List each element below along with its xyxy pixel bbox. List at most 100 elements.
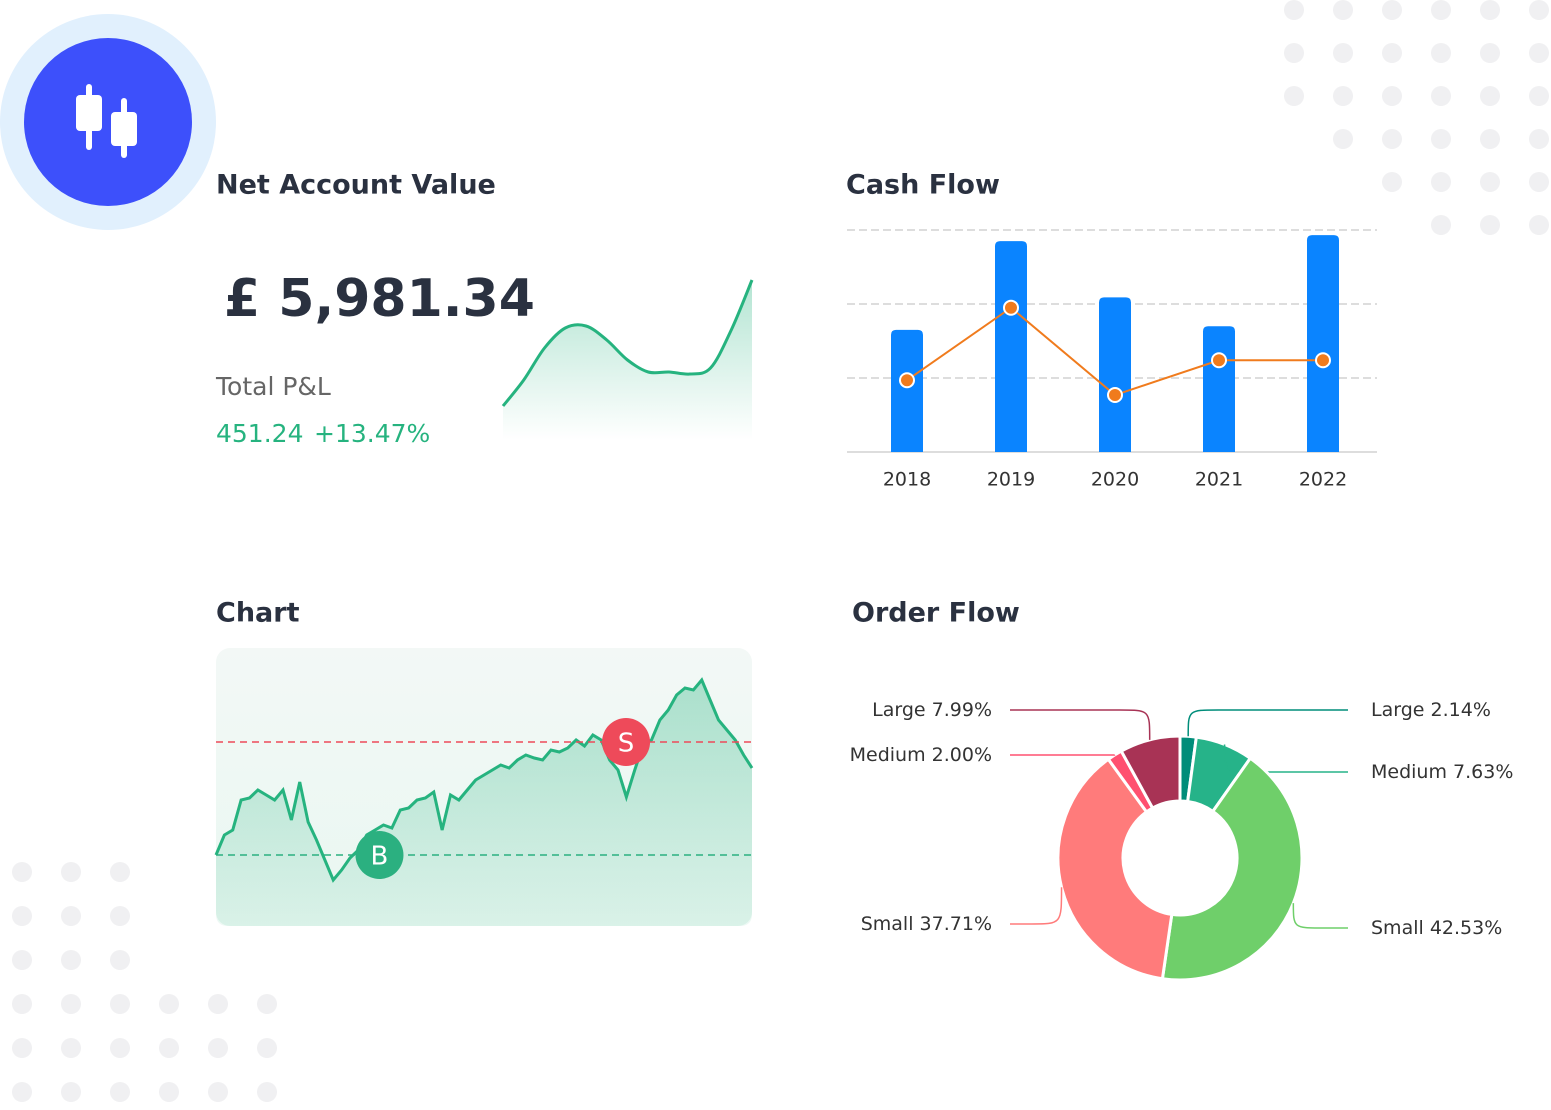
logo bbox=[24, 38, 192, 206]
dot bbox=[1333, 43, 1353, 63]
bar bbox=[1099, 297, 1131, 452]
price-line bbox=[214, 677, 754, 883]
chart-title: Cash Flow bbox=[846, 170, 1000, 201]
pnl-label: Total P&L bbox=[215, 372, 331, 401]
dot bbox=[1382, 86, 1402, 106]
dot bbox=[1333, 86, 1353, 106]
chart-title: Order Flow bbox=[852, 598, 1020, 629]
dot bbox=[1529, 172, 1549, 192]
section-title: Net Account Value bbox=[216, 170, 496, 201]
dot bbox=[159, 994, 179, 1014]
dot bbox=[1382, 43, 1402, 63]
donut-segment bbox=[1119, 734, 1182, 811]
dot bbox=[61, 906, 81, 926]
slice-name: Small bbox=[861, 913, 914, 935]
dot bbox=[1333, 0, 1353, 20]
dot bbox=[1333, 129, 1353, 149]
dot bbox=[1480, 0, 1500, 20]
slice-name: Large bbox=[1371, 699, 1424, 721]
x-tick-label: 2018 bbox=[883, 469, 931, 491]
dot bbox=[1480, 129, 1500, 149]
sparkline bbox=[501, 279, 754, 407]
donut-segment bbox=[1056, 757, 1174, 981]
dot bbox=[61, 1038, 81, 1058]
dot bbox=[61, 862, 81, 882]
dot bbox=[12, 994, 32, 1014]
pnl-percent: +13.47% bbox=[314, 419, 430, 448]
price-area bbox=[216, 680, 752, 926]
x-tick-label: 2020 bbox=[1091, 469, 1139, 491]
bar bbox=[995, 241, 1027, 452]
dot bbox=[1284, 86, 1304, 106]
chart-title: Chart bbox=[216, 598, 300, 629]
x-tick-label: 2019 bbox=[987, 469, 1035, 491]
dot bbox=[1529, 129, 1549, 149]
line-point bbox=[1211, 352, 1227, 369]
slice-value: 37.71% bbox=[920, 913, 992, 935]
slice-name: Medium bbox=[850, 744, 926, 766]
dot bbox=[110, 994, 130, 1014]
bar bbox=[1203, 326, 1235, 452]
dot bbox=[1431, 86, 1451, 106]
slice-label: Small 37.71% bbox=[861, 913, 992, 935]
dot bbox=[159, 1038, 179, 1058]
dot bbox=[1480, 215, 1500, 235]
dot bbox=[1431, 215, 1451, 235]
account-value: £ 5,981.34 bbox=[224, 269, 535, 329]
line-point bbox=[1107, 387, 1123, 404]
leader-line bbox=[1292, 903, 1348, 929]
sell-marker bbox=[602, 718, 651, 766]
dot bbox=[257, 1038, 277, 1058]
dot bbox=[257, 1082, 277, 1102]
dot bbox=[12, 950, 32, 970]
slice-name: Small bbox=[1371, 917, 1424, 939]
slice-value: 42.53% bbox=[1430, 917, 1502, 939]
dot bbox=[61, 1082, 81, 1102]
slice-label: Medium 2.00% bbox=[850, 744, 992, 766]
dot bbox=[257, 994, 277, 1014]
dot bbox=[110, 906, 130, 926]
dot bbox=[12, 1038, 32, 1058]
line-point bbox=[899, 372, 915, 389]
dot bbox=[12, 862, 32, 882]
dot bbox=[208, 1082, 228, 1102]
leader-line bbox=[1010, 709, 1151, 740]
decor-dots bbox=[12, 0, 1549, 1102]
dot bbox=[110, 1038, 130, 1058]
x-tick-label: 2022 bbox=[1299, 469, 1347, 491]
slice-name: Large bbox=[872, 699, 925, 721]
dot bbox=[1431, 172, 1451, 192]
sell-label: S bbox=[618, 729, 635, 759]
dot bbox=[1529, 215, 1549, 235]
slice-value: 2.14% bbox=[1431, 699, 1491, 721]
x-tick-label: 2021 bbox=[1195, 469, 1243, 491]
slice-label: Medium 7.63% bbox=[1371, 761, 1513, 783]
slice-name: Medium bbox=[1371, 761, 1447, 783]
slice-value: 7.63% bbox=[1453, 761, 1513, 783]
dot bbox=[12, 1082, 32, 1102]
slice-value: 2.00% bbox=[932, 744, 992, 766]
dot bbox=[12, 906, 32, 926]
slice-value: 7.99% bbox=[932, 699, 992, 721]
dot bbox=[1284, 43, 1304, 63]
line-point bbox=[1003, 299, 1019, 316]
donut-segment bbox=[1160, 756, 1304, 982]
dot bbox=[1382, 172, 1402, 192]
buy-label: B bbox=[371, 842, 389, 872]
leader-line bbox=[1187, 709, 1348, 737]
dot bbox=[208, 994, 228, 1014]
dot bbox=[61, 950, 81, 970]
slice-label: Large 7.99% bbox=[872, 699, 992, 721]
dot bbox=[1480, 86, 1500, 106]
buy-marker bbox=[355, 831, 404, 879]
pnl-value: 451.24 bbox=[216, 419, 303, 448]
dot bbox=[1431, 0, 1451, 20]
dot bbox=[110, 1082, 130, 1102]
dot bbox=[110, 862, 130, 882]
dot bbox=[1529, 86, 1549, 106]
dot bbox=[1529, 0, 1549, 20]
dot bbox=[1382, 0, 1402, 20]
dot bbox=[208, 1038, 228, 1058]
dot bbox=[1382, 129, 1402, 149]
